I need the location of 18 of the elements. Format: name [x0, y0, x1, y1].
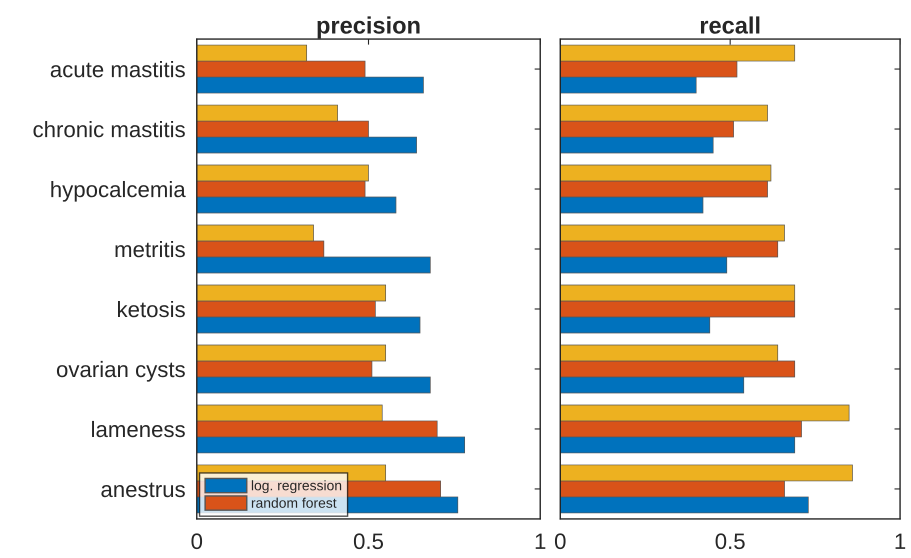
legend-label: random forest [252, 498, 337, 508]
chart-title: precision [318, 16, 420, 38]
y-tick-label: anestrus [101, 482, 185, 498]
y-tick-label: lameness [92, 420, 185, 438]
y-tick-label: ovarian cysts [56, 360, 185, 382]
y-tick-label: ketosis [118, 300, 185, 318]
x-tick-label: 0.5 [716, 533, 745, 550]
x-tick-label: 0 [191, 533, 202, 550]
y-tick-label: metritis [116, 240, 185, 258]
x-tick-label: 1 [536, 534, 546, 549]
y-tick-label: chronic mastitis [33, 120, 185, 138]
legend-label: log. regression [252, 480, 342, 494]
y-tick-label: acute mastitis [50, 61, 185, 78]
chart-title: recall [700, 16, 760, 34]
x-tick-label: 0.5 [354, 533, 384, 550]
x-tick-label: 0 [554, 533, 566, 550]
x-tick-label: 1 [896, 534, 906, 549]
y-tick-label: hypocalcemia [51, 180, 186, 202]
